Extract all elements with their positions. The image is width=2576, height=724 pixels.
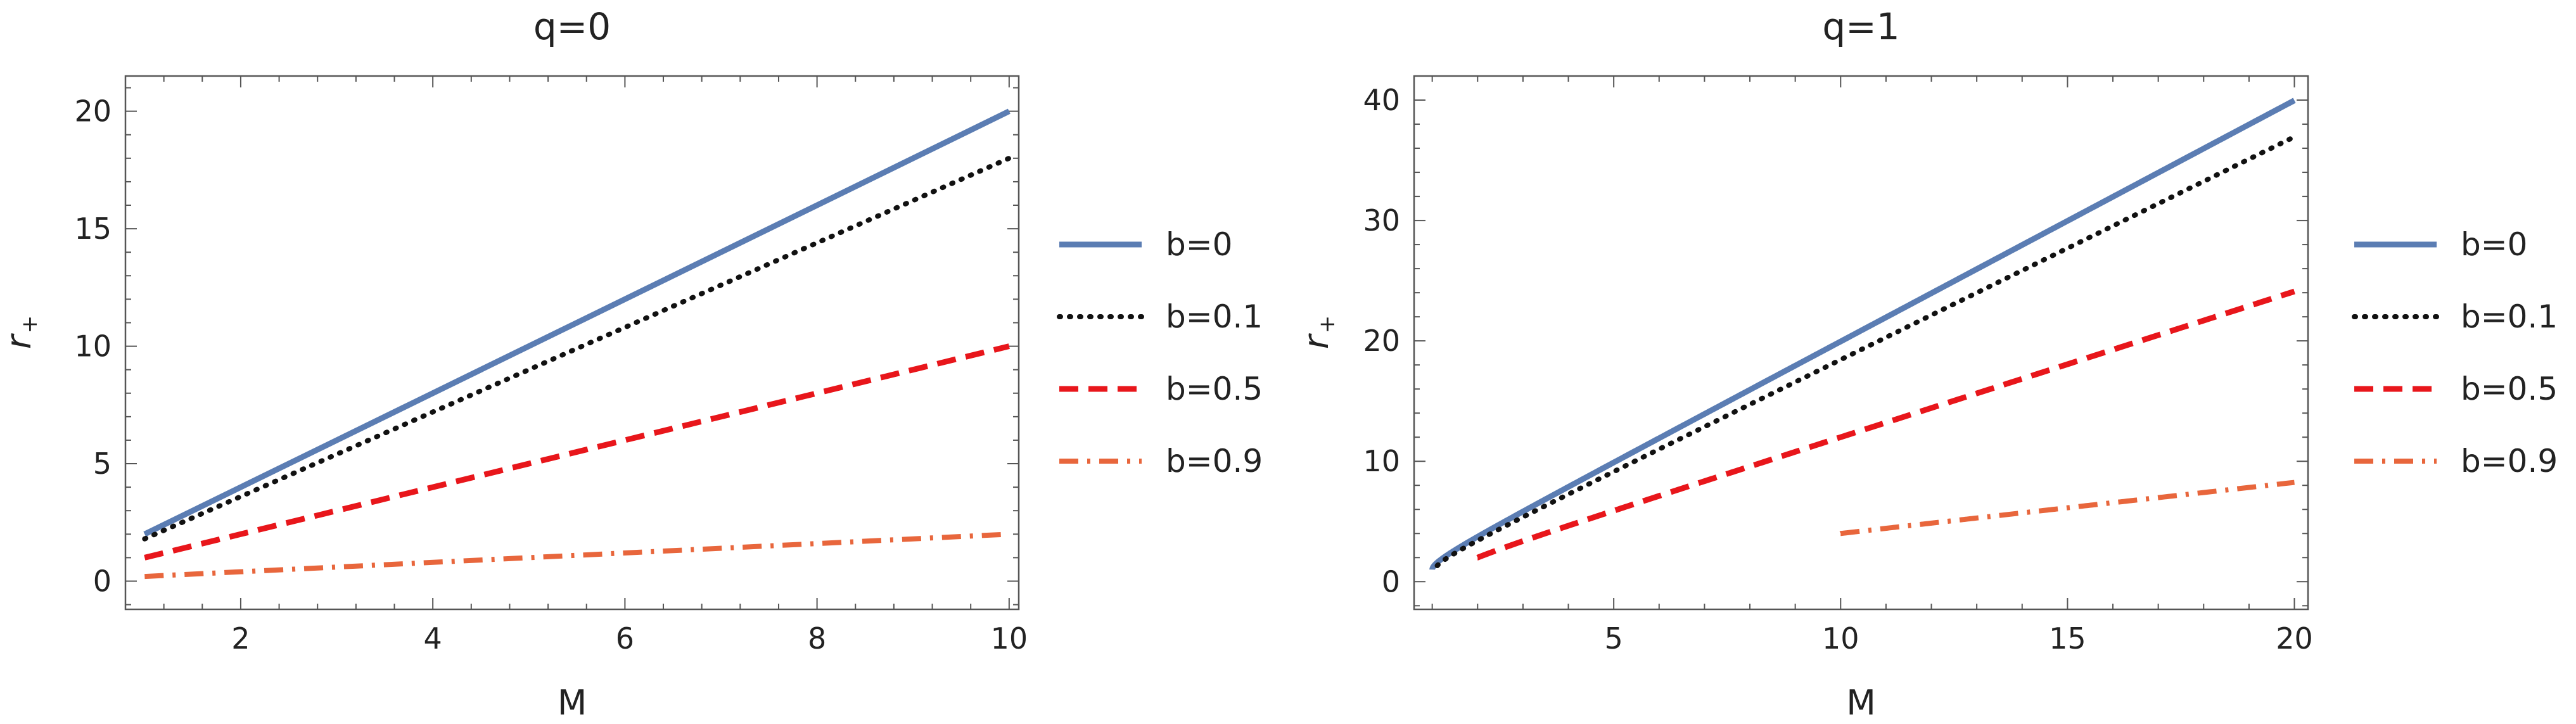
y-tick-label: 40 [1363, 83, 1400, 117]
y-tick-label: 5 [93, 447, 112, 481]
chart-title: q=0 [533, 5, 611, 48]
y-axis-label: r [0, 333, 39, 349]
y-tick-label: 10 [1363, 444, 1400, 478]
y-axis-label-subscript: + [1315, 315, 1340, 334]
legend-item: b=0.5 [1059, 371, 1263, 407]
x-axis-label: M [1846, 683, 1876, 723]
legend-item: b=0.1 [2352, 298, 2558, 335]
legend-item: b=0.9 [1059, 443, 1263, 479]
series-line-b-0 [1429, 98, 2296, 573]
x-tick-label: 6 [616, 621, 634, 656]
legend-item: b=0.5 [2354, 371, 2558, 407]
series-line-b-0 [143, 108, 1011, 537]
legend-label: b=0 [1166, 226, 1232, 263]
legend-label: b=0.1 [2461, 298, 2558, 335]
legend-item: b=0 [1059, 226, 1232, 263]
legend-label: b=0.9 [2461, 443, 2558, 479]
x-tick-label: 4 [424, 621, 442, 656]
legend-label: b=0.5 [2461, 371, 2558, 407]
y-tick-label: 30 [1363, 203, 1400, 238]
x-tick-label: 10 [991, 621, 1028, 656]
plot-area [1429, 98, 2297, 573]
y-tick-label: 0 [93, 564, 112, 598]
plot-frame [1413, 75, 2309, 611]
y-tick-label: 20 [74, 94, 112, 129]
y-axis-label-subscript: + [17, 315, 42, 334]
plot-area [142, 108, 1012, 580]
series-line-b-0-9 [1838, 479, 2295, 537]
chart-panel-q1: q=1 5 10 15 20 0 10 20 30 40 Mr+ b=0 b=0.1 b=0.5 b=0.9 [1296, 5, 2558, 723]
y-tick-label: 15 [74, 212, 112, 246]
x-tick-label: 2 [231, 621, 250, 656]
y-axis-label: r [1296, 333, 1336, 349]
legend-label: b=0.1 [1166, 298, 1263, 335]
y-tick-label: 10 [74, 329, 112, 364]
legend-item: b=0.1 [1057, 298, 1263, 335]
chart-panel-q0: q=0 2 4 6 8 10 0 5 10 15 20 Mr+ b=0 b=0.1 b=0.5 b=0.9 [0, 5, 1263, 723]
chart-title: q=1 [1822, 5, 1899, 48]
legend-item: b=0 [2354, 226, 2527, 263]
y-tick-label: 20 [1363, 324, 1400, 358]
legend-label: b=0.5 [1166, 371, 1263, 407]
x-tick-label: 15 [2049, 621, 2086, 656]
y-tick-label: 0 [1382, 564, 1400, 599]
legend-item: b=0.9 [2354, 443, 2558, 479]
legend-label: b=0.9 [1166, 443, 1263, 479]
legend-label: b=0 [2461, 226, 2527, 263]
x-tick-label: 8 [808, 621, 826, 656]
series-line-b-0-5 [144, 343, 1010, 561]
x-tick-label: 10 [1822, 621, 1859, 656]
x-tick-label: 5 [1605, 621, 1623, 656]
x-axis-label: M [558, 683, 587, 723]
series-line-b-0-9 [144, 531, 1010, 580]
x-tick-label: 20 [2276, 621, 2313, 656]
series-line-b-0-1 [1434, 134, 2297, 569]
series-line-b-0-1 [142, 155, 1012, 542]
series-line-b-0-5 [1474, 288, 2295, 561]
plot-frame [124, 75, 1020, 611]
